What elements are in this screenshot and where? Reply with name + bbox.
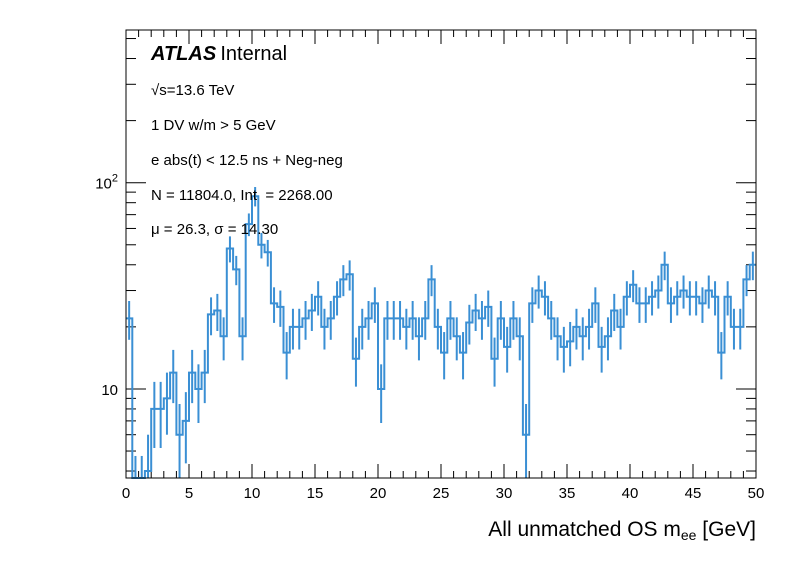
x-axis-title: All unmatched OS mee [GeV]: [488, 518, 756, 543]
atlas-label-bold: ATLAS: [151, 43, 217, 65]
annotation-dv-cut: 1 DV w/m > 5 GeV: [151, 117, 276, 134]
annotation-stats: μ = 26.3, σ = 14.30: [151, 221, 279, 238]
histogram-line: [126, 195, 756, 479]
annotation-timing-cut: e abs(t) < 12.5 ns + Neg-neg: [151, 152, 343, 169]
x-axis-title-main: All unmatched OS m: [488, 518, 681, 541]
x-tick-label: 45: [685, 485, 702, 502]
x-tick-label: 20: [370, 485, 387, 502]
atlas-label-status: Internal: [220, 43, 288, 65]
plot-frame: [125, 29, 757, 479]
x-tick-label: 25: [433, 485, 450, 502]
annotation-counts: N = 11804.0, Int = 2268.00: [151, 187, 333, 204]
x-axis-title-unit: [GeV]: [696, 518, 756, 541]
x-tick-label: 40: [622, 485, 639, 502]
x-tick-label: 30: [496, 485, 513, 502]
error-bars: [128, 187, 754, 478]
x-tick-label: 0: [122, 485, 130, 502]
y-tick-label: 102: [95, 173, 118, 193]
x-tick-label: 50: [748, 485, 765, 502]
x-tick-label: 10: [244, 485, 261, 502]
x-tick-labels: 0 5 10 15 20 25 30 35 40 45 50: [122, 485, 765, 502]
x-tick-label: 35: [559, 485, 576, 502]
y-tick-label: 10: [101, 382, 118, 399]
atlas-label: ATLAS Internal: [151, 43, 287, 66]
axis-ticks: [125, 30, 757, 478]
x-axis-title-sub: ee: [680, 527, 697, 543]
y-tick-labels: 10 102: [95, 173, 118, 399]
annotation-energy: √s=13.6 TeV: [151, 82, 235, 99]
x-tick-label: 5: [185, 485, 193, 502]
x-tick-label: 15: [307, 485, 324, 502]
